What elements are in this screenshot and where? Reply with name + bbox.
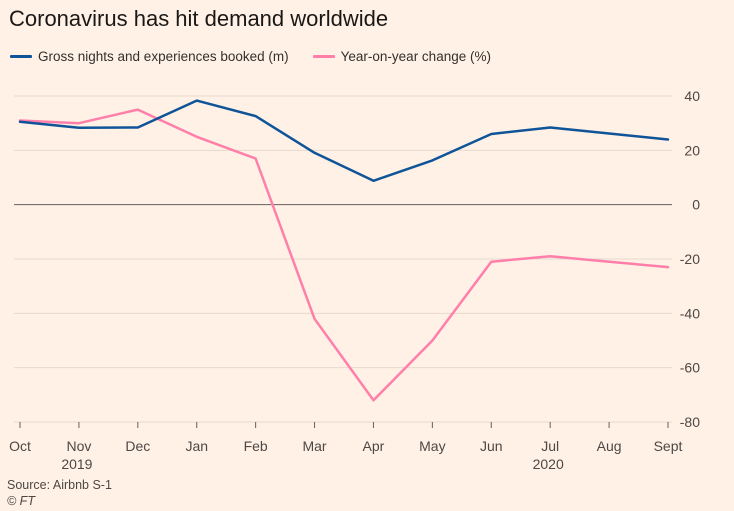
x-tick-label: Jan	[185, 438, 208, 454]
legend-item-bookings: Gross nights and experiences booked (m)	[10, 49, 289, 64]
year-label: 2019	[61, 456, 92, 472]
copyright-credit: © FT	[7, 494, 35, 508]
footer: Source: Airbnb S-1 © FT	[7, 477, 112, 509]
x-tick-label: Sept	[654, 438, 683, 454]
legend-label-yoy-change: Year-on-year change (%)	[340, 49, 491, 64]
series-line-bookings	[18, 99, 670, 183]
x-tick-label: Nov	[66, 438, 91, 454]
y-tick-label: 20	[684, 142, 700, 158]
y-tick-label: -80	[680, 414, 700, 430]
chart-title: Coronavirus has hit demand worldwide	[9, 6, 389, 31]
y-tick-label: -60	[680, 360, 700, 376]
x-tick-label: Jun	[480, 438, 503, 454]
y-tick-label: 0	[692, 197, 700, 213]
x-tick-label: Oct	[9, 438, 31, 454]
y-tick-label: 40	[684, 88, 700, 104]
legend: Gross nights and experiences booked (m) …	[10, 49, 515, 64]
x-tick-label: Jul	[541, 438, 559, 454]
series-line-yoy-change	[18, 108, 670, 402]
legend-swatch-bookings	[10, 55, 32, 58]
year-label: 2020	[533, 456, 564, 472]
x-tick-label: Aug	[597, 438, 622, 454]
x-tick-label: May	[419, 438, 445, 454]
legend-label-bookings: Gross nights and experiences booked (m)	[38, 49, 289, 64]
x-tick-label: Mar	[302, 438, 326, 454]
y-tick-label: -20	[680, 251, 700, 267]
legend-swatch-yoy-change	[312, 55, 335, 58]
x-tick-label: Dec	[125, 438, 150, 454]
x-tick-label: Apr	[363, 438, 385, 454]
x-tick-label: Feb	[244, 438, 268, 454]
source-note: Source: Airbnb S-1	[7, 478, 112, 492]
y-tick-label: -40	[680, 305, 700, 321]
legend-item-yoy-change: Year-on-year change (%)	[312, 49, 491, 64]
